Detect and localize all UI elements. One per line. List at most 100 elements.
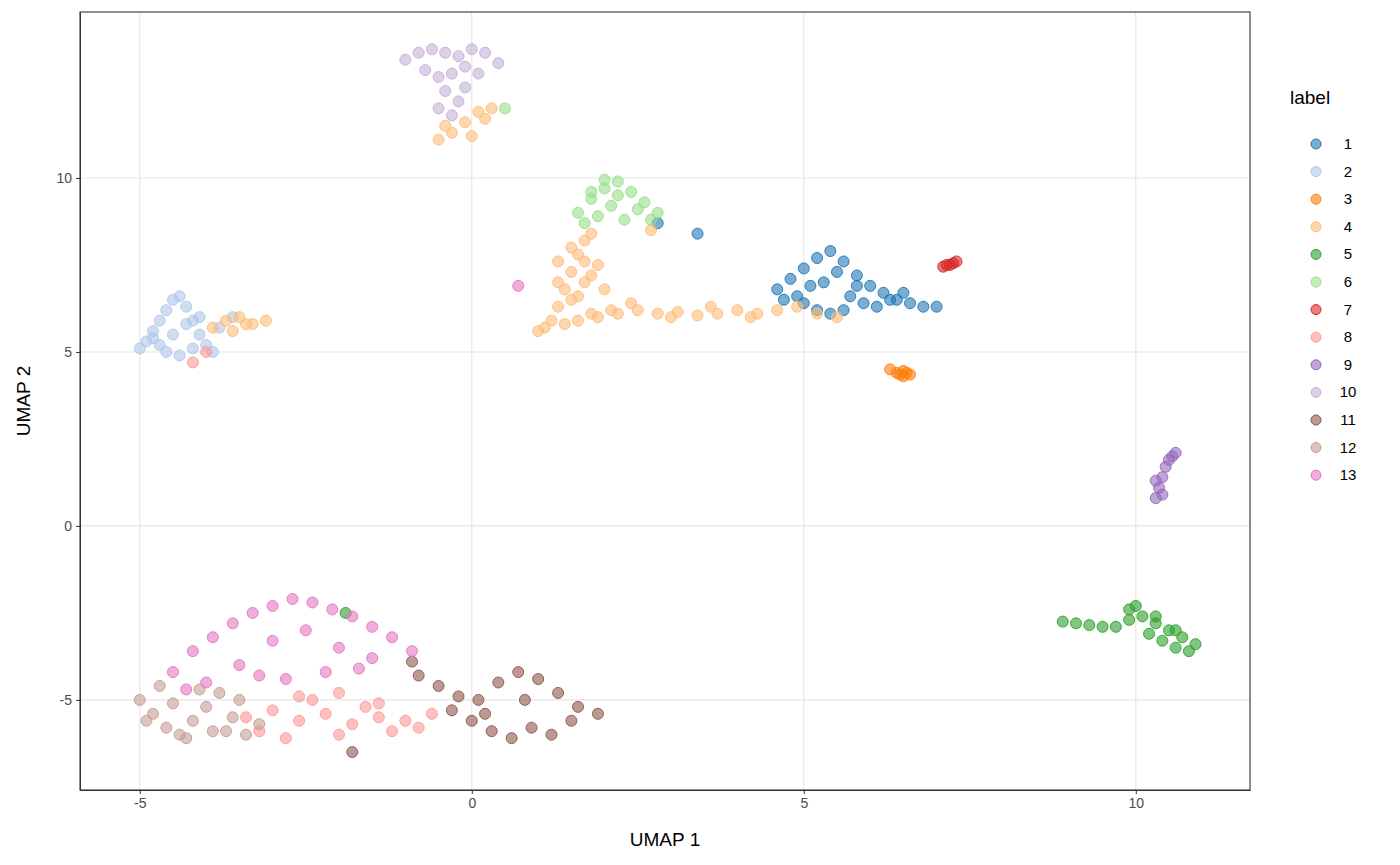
series-points	[499, 103, 663, 229]
point	[1124, 604, 1135, 615]
point	[1144, 628, 1155, 639]
legend-marker	[1311, 332, 1321, 342]
point	[347, 719, 358, 730]
grid	[80, 12, 1250, 790]
legend-title: label	[1290, 87, 1330, 108]
point	[247, 607, 258, 618]
point	[573, 291, 584, 302]
point	[473, 694, 484, 705]
legend-marker	[1311, 443, 1321, 453]
point	[453, 51, 464, 62]
x-tick-mark	[804, 790, 805, 794]
legend-marker	[1311, 305, 1321, 315]
point	[486, 726, 497, 737]
point	[440, 120, 451, 131]
point	[453, 691, 464, 702]
point	[433, 134, 444, 145]
point	[612, 308, 623, 319]
legend-label: 7	[1344, 301, 1352, 318]
legend-label: 13	[1340, 466, 1357, 483]
point	[234, 694, 245, 705]
point	[161, 722, 172, 733]
legend-item: 5	[1311, 245, 1352, 262]
point	[300, 625, 311, 636]
point	[513, 667, 524, 678]
point	[592, 259, 603, 270]
point	[413, 722, 424, 733]
point	[619, 214, 630, 225]
point	[573, 207, 584, 218]
point	[612, 190, 623, 201]
point	[579, 256, 590, 267]
point	[433, 680, 444, 691]
point	[207, 726, 218, 737]
legend-label: 6	[1344, 273, 1352, 290]
point	[493, 58, 504, 69]
point	[1124, 614, 1135, 625]
grid-line-x	[471, 12, 472, 790]
point	[307, 694, 318, 705]
y-tick-label: -5	[60, 692, 73, 708]
point	[181, 301, 192, 312]
point	[260, 315, 271, 326]
x-tick-mark	[140, 790, 141, 794]
legend-item: 13	[1311, 466, 1356, 483]
point	[513, 280, 524, 291]
point	[652, 308, 663, 319]
y-axis: -50510	[56, 13, 80, 791]
point	[254, 719, 265, 730]
point	[805, 280, 816, 291]
point	[905, 298, 916, 309]
point	[665, 312, 676, 323]
point	[812, 252, 823, 263]
y-tick: 10	[56, 170, 80, 186]
point	[486, 103, 497, 114]
x-tick-label: 10	[1128, 795, 1144, 811]
point	[566, 715, 577, 726]
point	[187, 646, 198, 657]
point	[586, 186, 597, 197]
point	[453, 96, 464, 107]
point	[546, 315, 557, 326]
y-tick: 0	[64, 518, 80, 534]
point	[413, 47, 424, 58]
point	[221, 315, 232, 326]
point	[167, 698, 178, 709]
point	[241, 729, 252, 740]
point	[214, 687, 225, 698]
legend-label: 3	[1344, 190, 1352, 207]
point	[466, 131, 477, 142]
point	[221, 726, 232, 737]
point	[566, 266, 577, 277]
point	[772, 284, 783, 295]
point	[778, 294, 789, 305]
x-tick-label: -5	[134, 795, 147, 811]
point	[407, 646, 418, 657]
point	[586, 308, 597, 319]
point	[201, 701, 212, 712]
point	[360, 701, 371, 712]
point	[831, 312, 842, 323]
point	[387, 632, 398, 643]
legend-item: 4	[1311, 218, 1352, 235]
points	[134, 44, 1201, 758]
point	[553, 256, 564, 267]
series-points	[187, 346, 437, 743]
point	[941, 259, 952, 270]
series-points	[885, 364, 916, 382]
point	[825, 246, 836, 257]
point	[400, 54, 411, 65]
plot-background	[80, 12, 1250, 790]
point	[353, 663, 364, 674]
legend-item: 8	[1311, 328, 1352, 345]
point	[798, 263, 809, 274]
point	[194, 329, 205, 340]
y-tick-mark	[76, 352, 80, 353]
point	[367, 621, 378, 632]
legend-item: 10	[1311, 383, 1356, 400]
point	[885, 364, 896, 375]
point	[812, 308, 823, 319]
point	[745, 312, 756, 323]
point	[553, 301, 564, 312]
y-tick-label: 10	[56, 170, 72, 186]
